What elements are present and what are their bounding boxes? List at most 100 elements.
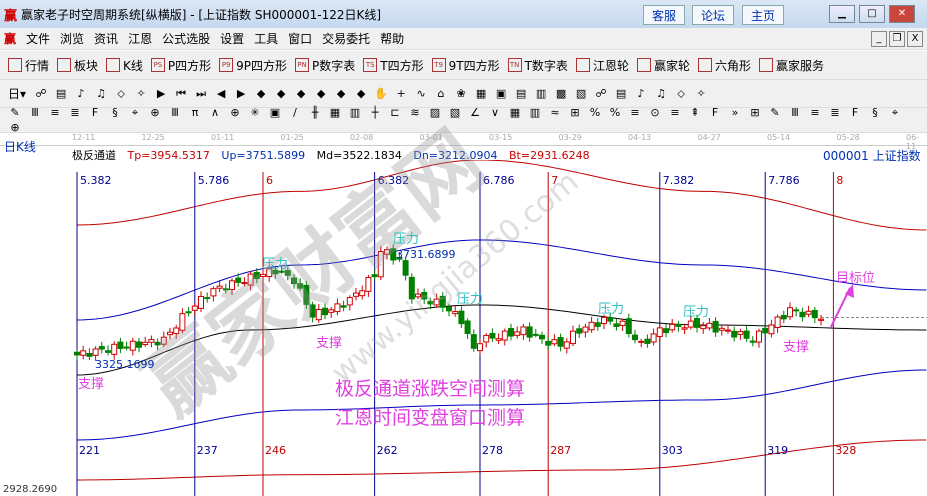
tool-icon[interactable]: § <box>872 106 878 119</box>
tool-icon[interactable]: ▥ <box>535 87 547 100</box>
tool-icon[interactable]: ┼ <box>371 106 379 119</box>
tool-icon[interactable]: ▦ <box>509 106 521 119</box>
tool-icon[interactable]: ⊕ <box>230 106 240 119</box>
menu-file[interactable]: 文件 <box>26 32 51 46</box>
menu-news[interactable]: 资讯 <box>94 32 119 46</box>
close-button[interactable]: ✕ <box>889 5 915 23</box>
mdi-minimize-button[interactable]: _ <box>871 31 887 47</box>
tool-icon[interactable]: ✧ <box>136 87 146 100</box>
minimize-button[interactable]: ▁ <box>829 5 855 23</box>
menu-tools[interactable]: 工具 <box>254 32 279 46</box>
tool-icon[interactable]: ∠ <box>470 106 480 119</box>
toolbar-2-button[interactable]: K线 <box>106 57 143 74</box>
tool-icon[interactable]: ▧ <box>449 106 461 119</box>
tool-icon[interactable]: Ⅲ <box>31 106 39 119</box>
tool-icon[interactable]: ⬦ <box>117 87 125 100</box>
tool-icon[interactable]: / <box>293 106 297 119</box>
tool-icon[interactable]: ≣ <box>830 106 840 119</box>
toolbar-6-button[interactable]: TS T四方形 <box>363 57 424 74</box>
kline-chart[interactable]: 5.382 221 5.786 237 6 246 6.382 262 6.786 278 7 287… <box>0 160 927 496</box>
tool-icon[interactable]: ⬦ <box>677 87 685 100</box>
tool-icon[interactable]: ⏭ <box>196 87 206 100</box>
tool-icon[interactable]: ≡ <box>810 106 820 119</box>
toolbar-9-button[interactable]: 江恩轮 <box>575 57 629 74</box>
period-select[interactable]: 日 ▾ <box>8 86 27 102</box>
tool-icon[interactable]: ✧ <box>696 87 706 100</box>
service-button[interactable]: 客服 <box>643 5 686 25</box>
toolbar-11-button[interactable]: 六角形 <box>697 57 751 74</box>
tool-icon[interactable]: ▶ <box>156 87 166 100</box>
tool-icon[interactable]: ∨ <box>490 106 500 119</box>
tool-icon[interactable]: ╫ <box>311 106 319 119</box>
tool-icon[interactable]: ⊕ <box>10 121 20 134</box>
toolbar-8-button[interactable]: TN T数字表 <box>507 57 568 74</box>
tool-icon[interactable]: ◀ <box>216 87 226 100</box>
tool-icon[interactable]: ⊞ <box>570 106 580 119</box>
tool-icon[interactable]: ∧ <box>210 106 220 119</box>
tool-icon[interactable]: F <box>91 106 99 119</box>
tool-icon[interactable]: ▦ <box>329 106 341 119</box>
tool-icon[interactable]: ♪ <box>77 87 85 100</box>
tool-icon[interactable]: ≡ <box>630 106 640 119</box>
toolbar-0-button[interactable]: 行情 <box>8 57 49 74</box>
tool-icon[interactable]: ∿ <box>416 87 426 100</box>
menu-window[interactable]: 窗口 <box>288 32 313 46</box>
tool-icon[interactable]: ▧ <box>575 87 587 100</box>
tool-icon[interactable]: ✎ <box>10 106 20 119</box>
tool-icon[interactable]: ▩ <box>555 87 567 100</box>
tool-icon[interactable]: ❀ <box>456 87 466 100</box>
tool-icon[interactable]: π <box>191 106 199 119</box>
tool-icon[interactable]: ◆ <box>336 87 346 100</box>
tool-icon[interactable]: ▦ <box>475 87 487 100</box>
mdi-restore-button[interactable]: ❐ <box>889 31 905 47</box>
tool-icon[interactable]: ▨ <box>429 106 441 119</box>
toolbar-1-button[interactable]: 板块 <box>57 57 98 74</box>
toolbar-7-button[interactable]: T9 9T四方形 <box>431 57 500 74</box>
menu-gann[interactable]: 江恩 <box>128 32 153 46</box>
menu-settings[interactable]: 设置 <box>220 32 245 46</box>
toolbar-5-button[interactable]: PN P数字表 <box>295 57 355 74</box>
tool-icon[interactable]: ♫ <box>96 87 106 100</box>
menu-help[interactable]: 帮助 <box>380 32 405 46</box>
tool-icon[interactable]: F <box>711 106 719 119</box>
toolbar-10-button[interactable]: 赢家轮 <box>636 57 690 74</box>
tool-icon[interactable]: ≡ <box>670 106 680 119</box>
tool-icon[interactable]: ◆ <box>256 87 266 100</box>
tool-icon[interactable]: % <box>609 106 621 119</box>
tool-icon[interactable]: ▶ <box>236 87 246 100</box>
tool-icon[interactable]: ▤ <box>615 87 627 100</box>
toolbar-12-button[interactable]: 赢家服务 <box>758 57 824 74</box>
tool-icon[interactable]: ▥ <box>349 106 361 119</box>
forum-button[interactable]: 论坛 <box>692 5 735 25</box>
tool-icon[interactable]: ◆ <box>296 87 306 100</box>
tool-icon[interactable]: % <box>589 106 601 119</box>
tool-icon[interactable]: ⇞ <box>690 106 700 119</box>
tool-icon[interactable]: + <box>396 87 406 100</box>
home-button[interactable]: 主页 <box>742 5 785 25</box>
toolbar-4-button[interactable]: P9 9P四方形 <box>219 57 287 74</box>
tool-icon[interactable]: ▣ <box>269 106 281 119</box>
tool-icon[interactable]: ⌂ <box>437 87 445 100</box>
tool-icon[interactable]: ◆ <box>316 87 326 100</box>
tool-icon[interactable]: ▤ <box>515 87 527 100</box>
tool-icon[interactable]: ▤ <box>55 87 67 100</box>
menu-trade[interactable]: 交易委托 <box>322 32 371 46</box>
tool-icon[interactable]: ☍ <box>595 87 607 100</box>
menu-browse[interactable]: 浏览 <box>60 32 85 46</box>
tool-icon[interactable]: ⊙ <box>650 106 660 119</box>
tool-icon[interactable]: ⏮ <box>176 87 186 100</box>
tool-icon[interactable]: ▥ <box>529 106 541 119</box>
tool-icon[interactable]: ⊕ <box>150 106 160 119</box>
tool-icon[interactable]: ≋ <box>410 106 420 119</box>
tool-icon[interactable]: ✳ <box>250 106 260 119</box>
mdi-close-button[interactable]: X <box>907 31 923 47</box>
maximize-button[interactable]: □ <box>859 5 885 23</box>
tool-icon[interactable]: § <box>112 106 118 119</box>
tool-icon[interactable]: ⊏ <box>390 106 400 119</box>
tool-icon[interactable]: ♫ <box>656 87 666 100</box>
tool-icon[interactable]: ◆ <box>276 87 286 100</box>
tool-icon[interactable]: ▣ <box>495 87 507 100</box>
tool-icon[interactable]: ≣ <box>70 106 80 119</box>
tool-icon[interactable]: F <box>851 106 859 119</box>
tool-icon[interactable]: ✎ <box>770 106 780 119</box>
